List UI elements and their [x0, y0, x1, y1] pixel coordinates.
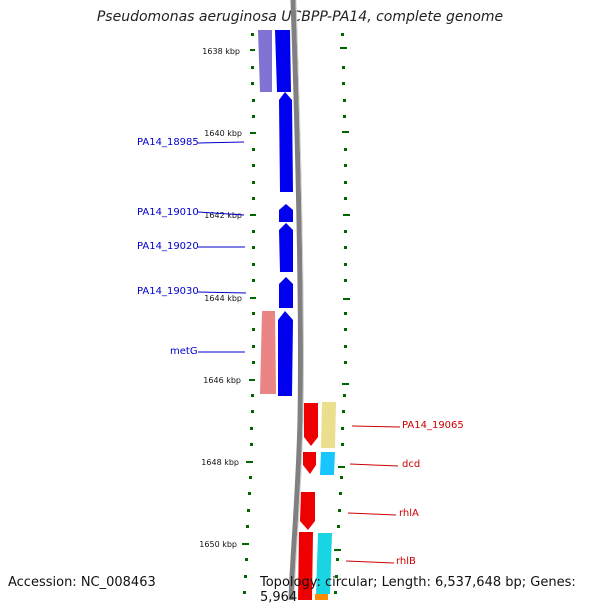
- ruler-label-1640: 1640 kbp: [204, 129, 242, 138]
- gene-feature-metg[interactable]: [260, 311, 276, 394]
- gene-label-pa14-19020[interactable]: PA14_19020: [137, 241, 199, 252]
- ruler-label-1638: 1638 kbp: [202, 47, 240, 56]
- gene-feature-pa14-19010[interactable]: [279, 204, 293, 222]
- ruler-label-1650: 1650 kbp: [199, 540, 237, 549]
- right-tick-marks: [334, 33, 350, 594]
- genome-title: Pseudomonas aeruginosa UCBPP-PA14, compl…: [96, 9, 504, 25]
- gene-label-rhla[interactable]: rhlA: [399, 508, 419, 519]
- genome-backbone: [288, 0, 303, 600]
- accession-text: Accession: NC_008463: [8, 575, 156, 590]
- genome-backbone-highlight: [293, 0, 304, 600]
- gene-feature-red-dcd[interactable]: [303, 452, 316, 474]
- right-label-connectors: [345, 425, 401, 564]
- gene-label-pa14-19030[interactable]: PA14_19030: [137, 286, 199, 297]
- gene-feature-pa14-18985[interactable]: [279, 92, 293, 192]
- gene-label-metg[interactable]: metG: [170, 346, 198, 357]
- gene-feature-rhlb[interactable]: [316, 533, 332, 594]
- ruler-label-1644: 1644 kbp: [204, 294, 242, 303]
- gene-feature-top-blue[interactable]: [275, 30, 291, 92]
- left-label-connectors: [197, 141, 247, 353]
- gene-feature-metg-blue[interactable]: [278, 311, 293, 396]
- gene-feature-rhla[interactable]: [300, 492, 315, 530]
- gene-feature-bottom-orange[interactable]: [315, 594, 328, 600]
- gene-label-dcd[interactable]: dcd: [402, 459, 421, 470]
- topology-text: Topology: circular; Length: 6,537,648 bp…: [260, 575, 576, 605]
- gene-feature-pa14-19065[interactable]: [321, 402, 336, 448]
- gene-feature-rhlb-red[interactable]: [298, 532, 313, 600]
- gene-label-pa14-18985[interactable]: PA14_18985: [137, 137, 199, 148]
- ruler-label-1642: 1642 kbp: [204, 211, 242, 220]
- gene-feature-dcd[interactable]: [320, 452, 335, 475]
- gene-label-pa14-19010[interactable]: PA14_19010: [137, 207, 199, 218]
- gene-label-rhlb[interactable]: rhlB: [396, 556, 416, 567]
- gene-feature-pa14-19020[interactable]: [279, 223, 293, 272]
- gene-feature-pa14-19030[interactable]: [279, 277, 293, 308]
- gene-label-pa14-19065[interactable]: PA14_19065: [402, 420, 464, 431]
- left-tick-marks: [242, 33, 256, 594]
- gene-feature-top-purple[interactable]: [258, 30, 272, 92]
- gene-feature-red-1[interactable]: [304, 403, 318, 446]
- ruler-label-1648: 1648 kbp: [201, 458, 239, 467]
- ruler-label-1646: 1646 kbp: [203, 376, 241, 385]
